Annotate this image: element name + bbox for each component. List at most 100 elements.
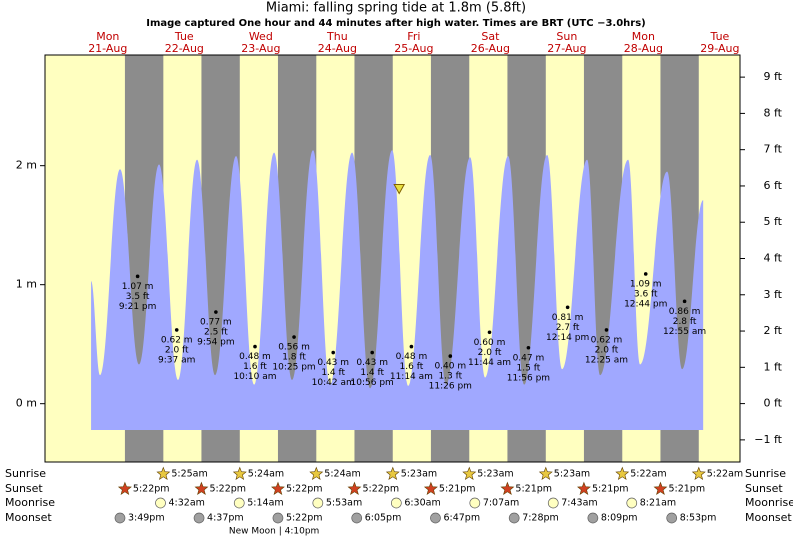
row-label: Moonrise [5,496,55,509]
day-date: 21-Aug [88,42,127,55]
extreme-m: 0.40 m [434,362,466,372]
extreme-m: 0.43 m [317,358,349,368]
row-label: Sunset [5,482,43,495]
extreme-dot [682,299,687,304]
extreme-time: 12:14 pm [546,333,589,343]
extreme-m: 1.09 m [630,279,662,289]
extreme-dot [565,305,570,310]
event-time: 6:30am [404,498,440,509]
y2-tick-label: 3 ft [764,288,783,301]
day-name: Thu [326,30,348,43]
moonset-icon [508,512,520,524]
extreme-ft: 3.6 ft [634,289,658,299]
extreme-time: 12:44 pm [624,299,667,309]
y2-tick-label: 5 ft [764,215,783,228]
sunrise-icon [462,466,477,480]
extreme-m: 0.62 m [591,335,623,345]
y2-tick-label: −1 ft [754,433,782,446]
day-name: Wed [249,30,273,43]
extreme-time: 10:10 am [233,372,276,382]
chart-subtitle: Image captured One hour and 44 minutes a… [146,18,646,29]
moonrise-icon [390,497,402,509]
now-marker [393,183,406,195]
moonset-icon [587,512,599,524]
new-moon: New Moon | 4:10pm [229,527,319,537]
y2-tick-label: 1 ft [764,360,783,373]
y-tick-label: 1 m [16,278,37,291]
event-time: 5:14am [247,498,283,509]
row-label-right: Moonset [745,511,792,524]
extreme-m: 0.48 m [396,352,428,362]
extreme-ft: 1.6 ft [400,362,424,372]
y2-tick-label: 8 ft [764,106,783,119]
event-time: 8:53pm [680,513,717,524]
day-name: Tue [710,30,730,43]
event-time: 5:22am [630,469,666,480]
y2-tick-label: 6 ft [764,179,783,192]
event-time: 5:53am [326,498,362,509]
extreme-dot [292,335,296,339]
moonset-icon [193,512,205,524]
extreme-ft: 2.7 ft [556,323,580,333]
event-time: 7:43am [561,498,597,509]
sunset-icon [500,481,515,495]
event-time: 3:49pm [128,513,165,524]
extreme-ft: 2.0 ft [478,348,502,358]
extreme-ft: 1.4 ft [360,368,384,378]
extreme-ft: 1.3 ft [438,372,462,382]
event-time: 4:32am [169,498,205,509]
event-time: 5:23am [554,469,590,480]
sunrise-icon [232,466,247,480]
extreme-m: 0.47 m [513,353,545,363]
extreme-dot [604,328,609,332]
event-time: 8:09pm [601,513,638,524]
extreme-m: 0.62 m [161,335,193,345]
plot-frame [44,54,741,463]
extreme-time: 9:54 pm [197,338,235,348]
event-time: 5:21pm [668,484,705,495]
sunrise-icon [385,466,400,480]
day-name: Fri [407,30,420,43]
extreme-ft: 3.5 ft [126,292,150,302]
extreme-ft: 2.5 ft [204,328,228,338]
extreme-dot [174,328,179,332]
moonset-icon [351,512,363,524]
extreme-m: 1.07 m [122,282,154,292]
day-date: 28-Aug [624,42,663,55]
y2-tick-label: 2 ft [764,324,783,337]
extreme-time: 12:25 am [585,355,628,365]
event-time: 5:21pm [439,484,476,495]
event-time: 6:05pm [365,513,402,524]
day-name: Mon [632,30,655,43]
tide-area [91,150,704,430]
extreme-time: 9:37 am [158,355,195,365]
event-time: 5:22pm [362,484,399,495]
row-label-right: Sunset [745,482,783,495]
y2-tick-label: 4 ft [764,252,783,265]
moonset-icon [430,512,441,524]
event-time: 5:21pm [515,484,552,495]
extreme-dot [214,310,218,314]
event-time: 5:22pm [209,484,246,495]
day-date: 22-Aug [165,42,204,55]
extreme-ft: 2.0 ft [595,345,619,355]
event-time: 5:21pm [592,484,629,495]
sunrise-icon [309,466,324,480]
extreme-dot [643,272,648,276]
chart-title: Miami: falling spring tide at 1.8m (5.8f… [266,1,526,16]
extreme-m: 0.60 m [474,338,506,348]
moonset-icon [666,512,678,524]
moonrise-icon [547,497,559,509]
extreme-time: 10:25 pm [272,363,315,373]
sunset-icon [347,481,362,495]
day-date: 26-Aug [471,42,510,55]
extreme-dot [487,330,492,335]
extreme-m: 0.56 m [278,343,310,353]
sunrise-icon [156,466,171,480]
moonrise-icon [469,497,481,509]
day-name: Mon [96,30,119,43]
extreme-time: 12:55 am [663,327,706,337]
moonset-icon [272,512,284,524]
extreme-time: 11:56 pm [507,373,550,383]
